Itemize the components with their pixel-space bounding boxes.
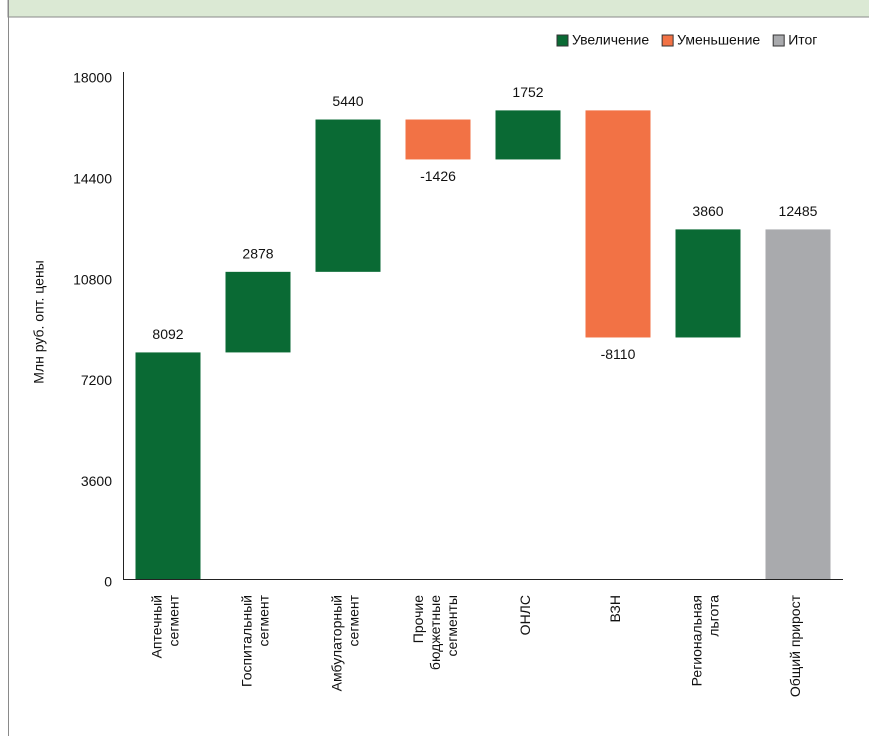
x-tick-label: Амбулаторныйсегмент [328, 594, 361, 691]
data-label: 5440 [332, 93, 363, 109]
data-label: 2878 [242, 246, 273, 262]
y-tick-label: 3600 [81, 473, 112, 489]
x-tick-label-line: Аптечный [148, 595, 164, 658]
bar [765, 229, 831, 580]
legend-label: Итог [788, 32, 817, 48]
legend-swatch [772, 34, 785, 47]
bar [315, 119, 381, 272]
header-strip [7, 0, 869, 18]
data-label: -8110 [601, 346, 636, 362]
legend-swatch [556, 34, 569, 47]
data-label: 8092 [152, 326, 183, 342]
y-axis-title: Млн руб. опт. цены [31, 260, 47, 383]
bar [675, 229, 741, 338]
x-tick-label: ОНЛС [517, 595, 533, 635]
y-tick-label: 0 [104, 574, 112, 590]
x-tick-label-line: сегменты [444, 595, 460, 657]
x-tick-label-line: сегмент [165, 594, 181, 646]
x-tick-label-line: льгота [705, 595, 721, 637]
bar [585, 110, 651, 338]
x-tick-label: Прочиебюджетныесегменты [410, 595, 460, 670]
x-tick-label-line: ОНЛС [517, 595, 533, 635]
bar [225, 271, 291, 353]
x-tick-label-line: сегмент [345, 594, 361, 646]
x-tick-label-line: сегмент [255, 594, 271, 646]
bar [135, 352, 201, 579]
data-label: 3860 [692, 203, 723, 219]
x-tick-label-line: Прочие [410, 595, 426, 643]
x-tick-label-line: ВЗН [607, 595, 623, 622]
x-tick-label: Общий прирост [787, 594, 803, 697]
x-tick-label: ВЗН [607, 595, 623, 622]
x-tick-label-line: Региональная [688, 595, 704, 686]
y-tick-label: 14400 [73, 171, 112, 187]
y-tick-label: 10800 [73, 271, 112, 287]
legend-label: Увеличение [572, 32, 649, 48]
bar [495, 110, 561, 160]
x-tick-label: Аптечныйсегмент [148, 594, 181, 658]
x-tick-label-line: Общий прирост [787, 594, 803, 697]
data-label: 12485 [779, 203, 818, 219]
x-tick-label-line: Госпитальный [238, 595, 254, 687]
y-tick-label: 7200 [81, 372, 112, 388]
bar [405, 119, 471, 160]
x-tick-label-line: Амбулаторный [328, 595, 344, 691]
data-label: -1426 [420, 168, 456, 184]
x-tick-label: Госпитальныйсегмент [238, 594, 271, 687]
data-label: 1752 [512, 84, 543, 100]
legend-label: Уменьшение [677, 32, 760, 48]
y-tick-label: 18000 [73, 70, 112, 86]
x-tick-label: Региональнаяльгота [688, 595, 721, 687]
x-tick-label-line: бюджетные [427, 595, 443, 670]
legend-swatch [661, 34, 674, 47]
